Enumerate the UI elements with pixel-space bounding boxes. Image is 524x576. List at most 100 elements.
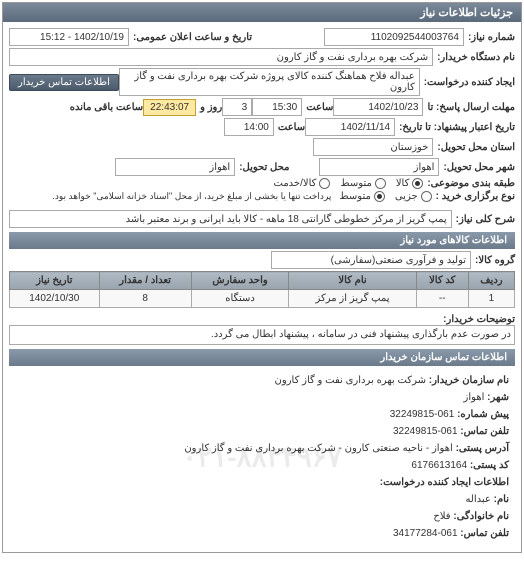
label-contact-prephone: پیش شماره: [457,409,509,420]
label-delivery-place: محل تحویل: [239,162,289,173]
col-qty: تعداد / مقدار [99,272,191,290]
label-delivery-city: شهر محل تحویل: [443,162,515,173]
contact-address-line: آدرس پستی: اهواز - ناحیه صنعتی کارون - ش… [15,440,509,457]
row-requester: ایجاد کننده درخواست: عبداله فلاح هماهنگ … [9,68,515,96]
radio-empty-icon [319,178,330,189]
row-group: گروه کالا: تولید و فرآوری صنعتی(سفارشی) [9,251,515,269]
radio-service[interactable]: کالا/خدمت [274,178,331,189]
label-creator-title: اطلاعات ایجاد کننده درخواست: [380,477,509,488]
value-contact-address: اهواز - ناحیه صنعتی کارون - شرکت بهره بر… [184,443,452,454]
cell-code: -- [416,290,468,308]
label-group: گروه کالا: [475,255,515,266]
field-buyer-notes: در صورت عدم بارگذاری پیشنهاد فنی در ساما… [9,325,515,345]
value-contact-city: اهواز [464,392,485,403]
label-contact-org: نام سازمان خریدار: [429,375,509,386]
contact-section: نام سازمان خریدار: شرکت بهره برداری نفت … [9,366,515,548]
label-purchase-type: نوع برگزاری خرید : [436,191,515,202]
radio-dot-icon [374,191,385,202]
label-creator-phone: تلفن تماس: [460,528,509,539]
value-creator-family: فلاح [433,511,450,522]
items-section-title: اطلاعات کالاهای مورد نیاز [9,232,515,249]
table-row: 1 -- پمپ گریز از مرکز دستگاه 8 1402/10/3… [10,290,515,308]
contact-org-line: نام سازمان خریدار: شرکت بهره برداری نفت … [15,372,509,389]
contact-prephone-line: پیش شماره: 061-32249815 [15,406,509,423]
field-validity-date: 1402/11/14 [305,118,395,136]
main-panel: جزئیات اطلاعات نیاز شماره نیاز: 11020925… [2,2,522,553]
radio-medium-cat-label: متوسط [340,178,371,189]
field-subject: پمپ گریز از مرکز خطوطی گارانتی 18 ماهه -… [9,210,452,228]
radio-medium-cat[interactable]: متوسط [340,178,385,189]
field-days: 3 [222,98,252,116]
label-contact-city: شهر: [487,392,509,403]
row-request-no: شماره نیاز: 1102092544003764 تاریخ و ساع… [9,28,515,46]
radio-dot-icon [412,178,423,189]
field-deadline-time: 15:30 [252,98,302,116]
countdown-timer: 22:43:07 [143,99,196,116]
radio-medium[interactable]: متوسط [339,191,384,202]
contact-city-line: شهر: اهواز [15,389,509,406]
label-deadline: مهلت ارسال پاسخ: تا [427,102,515,113]
field-buyer-org: شرکت بهره برداری نفت و گاز کارون [9,48,433,66]
table-header-row: ردیف کد کالا نام کالا واحد سفارش تعداد /… [10,272,515,290]
cell-unit: دستگاه [191,290,289,308]
label-contact-fax: تلفن تماس: [460,426,509,437]
field-request-no: 1102092544003764 [324,28,464,46]
value-contact-org: شرکت بهره برداری نفت و گاز کارون [275,375,426,386]
creator-name-line: نام: عبداله [15,491,509,508]
radio-group-purchase: جزیی متوسط [339,191,431,202]
label-request-no: شماره نیاز: [468,32,515,43]
label-category: طبقه بندی موضوعی: [427,178,515,189]
label-validity: تاریخ اعتبار پیشنهاد: تا تاریخ: [399,122,515,133]
radio-small-label: جزیی [395,191,418,202]
label-validity-time: ساعت [278,122,305,133]
field-deadline-date: 1402/10/23 [333,98,423,116]
label-creator-family: نام خانوادگی: [453,511,509,522]
row-delivery-province: استان محل تحویل: خوزستان [9,138,515,156]
contact-postal-line: کد پستی: 6176613164 [15,457,509,474]
radio-goods[interactable]: کالا [396,178,424,189]
buyer-contact-button[interactable]: اطلاعات تماس خریدار [9,74,119,91]
field-delivery-place: اهواز [115,158,235,176]
col-unit: واحد سفارش [191,272,289,290]
cell-name: پمپ گریز از مرکز [289,290,416,308]
col-row: ردیف [468,272,514,290]
row-deadline: مهلت ارسال پاسخ: تا 1402/10/23 ساعت 15:3… [9,98,515,116]
label-remaining: ساعت باقی مانده [70,102,143,113]
contact-wrapper: ۰۲۱-۸۸۳۴۹۶۷ نام سازمان خریدار: شرکت بهره… [9,366,515,548]
radio-empty-icon [421,191,432,202]
field-announce: 1402/10/19 - 15:12 [9,28,129,46]
row-validity: تاریخ اعتبار پیشنهاد: تا تاریخ: 1402/11/… [9,118,515,136]
label-buyer-notes: توضیحات خریدار: [443,314,515,325]
radio-service-label: کالا/خدمت [274,178,317,189]
radio-small[interactable]: جزیی [395,191,432,202]
row-purchase-type: نوع برگزاری خرید : جزیی متوسط پرداخت تنه… [9,191,515,202]
cell-row: 1 [468,290,514,308]
row-buyer-notes: توضیحات خریدار: در صورت عدم بارگذاری پیش… [9,314,515,345]
label-days: روز و [200,102,222,113]
row-delivery-city: شهر محل تحویل: اهواز محل تحویل: اهواز [9,158,515,176]
col-code: کد کالا [416,272,468,290]
creator-phone-line: تلفن تماس: 061-34177284 [15,525,509,542]
value-contact-prephone: 061-32249815 [390,409,455,420]
label-delivery-province: استان محل تحویل: [437,142,515,153]
creator-title-line: اطلاعات ایجاد کننده درخواست: [15,474,509,491]
label-creator-name: نام: [494,494,509,505]
form-body: شماره نیاز: 1102092544003764 تاریخ و ساع… [3,22,521,552]
col-date: تاریخ نیاز [10,272,100,290]
label-contact-address: آدرس پستی: [456,443,509,454]
field-delivery-city: اهواز [319,158,439,176]
creator-family-line: نام خانوادگی: فلاح [15,508,509,525]
purchase-note: پرداخت تنها یا بخشی از مبلغ خرید، از محل… [52,191,331,202]
radio-goods-label: کالا [396,178,410,189]
cell-qty: 8 [99,290,191,308]
label-deadline-time: ساعت [306,102,333,113]
contact-fax-line: تلفن تماس: 061-32249815 [15,423,509,440]
row-subject: شرح کلی نیاز: پمپ گریز از مرکز خطوطی گار… [9,210,515,228]
radio-group-category: کالا متوسط کالا/خدمت [274,178,424,189]
panel-title: جزئیات اطلاعات نیاز [3,3,521,22]
value-creator-phone: 061-34177284 [393,528,458,539]
value-contact-postal: 6176613164 [411,460,467,471]
cell-date: 1402/10/30 [10,290,100,308]
value-creator-name: عبداله [465,494,490,505]
label-buyer-org: نام دستگاه خریدار: [437,52,515,63]
